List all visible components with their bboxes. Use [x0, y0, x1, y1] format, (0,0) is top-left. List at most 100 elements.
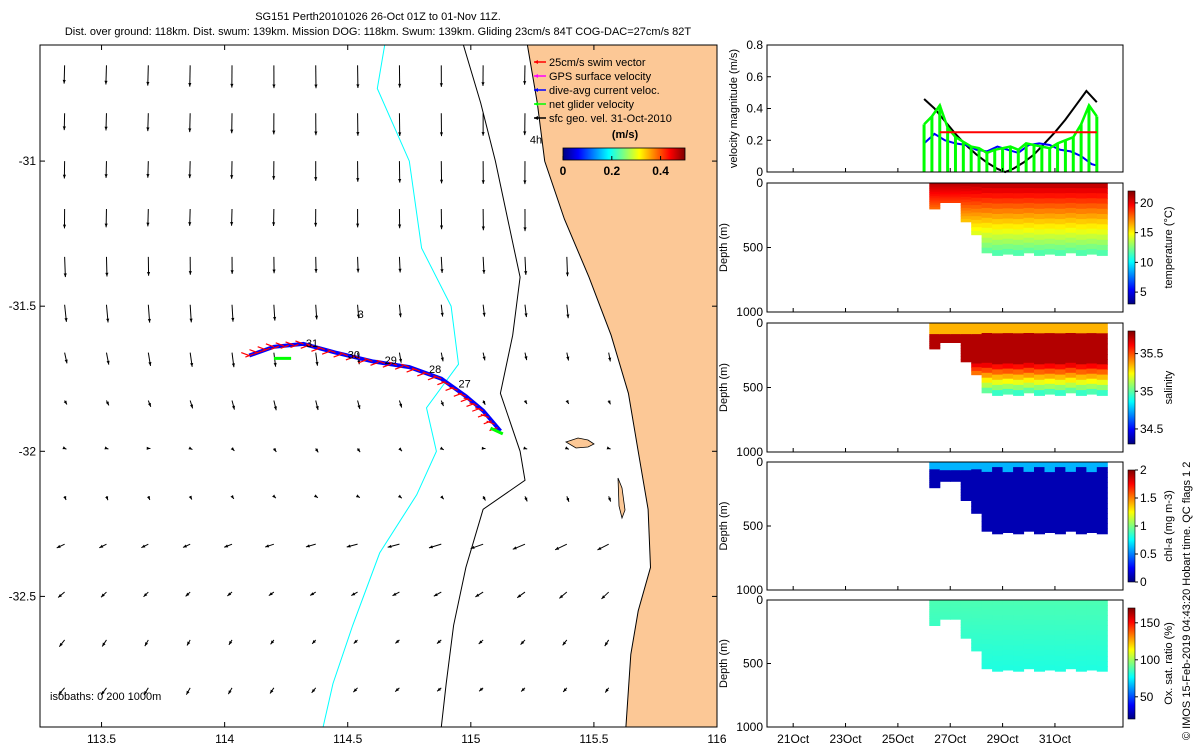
profile-cell	[1044, 188, 1056, 194]
profile-cell	[1054, 328, 1066, 334]
profile-cell	[992, 183, 1004, 189]
current-vector-head	[102, 642, 106, 647]
profile-cell	[950, 187, 962, 190]
profile-cell	[929, 612, 941, 616]
current-vector-head	[395, 639, 400, 644]
profile-cell	[1023, 347, 1035, 354]
colorbar-tick-label: 0.5	[1140, 547, 1157, 561]
profile-cell	[1013, 328, 1025, 334]
profile-cell	[939, 468, 951, 471]
profile-cell	[1065, 333, 1077, 339]
profile-cell	[1002, 620, 1014, 626]
profile-cell	[1023, 600, 1035, 606]
current-vector-head	[398, 83, 402, 88]
speed-colorbar: (m/s) 0 0.2 0.4	[560, 129, 686, 178]
profile-cell	[971, 352, 983, 357]
profile-cell	[1023, 629, 1035, 635]
profile-cell	[1096, 348, 1108, 355]
swim-vector	[457, 392, 467, 397]
profile-cell	[1002, 358, 1014, 365]
current-vector-head	[564, 446, 569, 450]
profile-cell	[929, 334, 941, 337]
current-vector-head	[268, 592, 273, 596]
profile-cell	[1096, 364, 1108, 371]
current-vector-head	[356, 314, 360, 319]
current-vector-head	[524, 271, 528, 275]
profile-cell	[971, 323, 983, 328]
profile-cell	[950, 335, 962, 338]
profile-cell	[939, 336, 951, 339]
current-vector-head	[105, 272, 109, 277]
profile-cell	[1096, 384, 1108, 391]
profile-cell	[1023, 227, 1035, 234]
profile-cell	[971, 487, 983, 492]
profile-cell	[950, 336, 962, 339]
current-vector-head	[566, 314, 570, 319]
profile-cell	[1044, 629, 1056, 636]
profile-cell	[929, 337, 941, 341]
profile-cell	[950, 616, 962, 619]
current-vector-head	[566, 497, 570, 502]
profile-cell	[950, 471, 962, 474]
profile-cell	[950, 608, 962, 611]
current-vector-head	[230, 494, 234, 499]
profile-cell	[981, 624, 993, 630]
profile-cell	[960, 358, 972, 363]
profile-cell	[1065, 387, 1077, 394]
profile-cell	[1013, 462, 1025, 468]
profile-cell	[981, 352, 993, 359]
profile-cell	[939, 185, 951, 188]
profile-cell	[1044, 348, 1056, 354]
profile-cell	[1013, 214, 1025, 220]
profile-cell	[1034, 528, 1045, 535]
profile-cell	[1054, 600, 1066, 606]
profile-cell	[971, 363, 983, 368]
legend-swatch-head	[534, 88, 538, 92]
profile-cell	[950, 341, 962, 343]
current-vector-head	[607, 497, 611, 502]
profile-cell	[950, 331, 962, 334]
current-vector-head	[314, 315, 319, 320]
current-vector-head	[230, 83, 234, 88]
profile-cell	[1034, 600, 1045, 606]
y-axis-label: Depth (m)	[718, 639, 730, 688]
current-vector-head	[524, 356, 528, 361]
profile-cell	[992, 390, 1004, 396]
profile-cell	[1044, 233, 1056, 240]
profile-cell	[1096, 390, 1108, 396]
profile-cell	[1023, 202, 1035, 209]
profile-cell	[929, 186, 941, 190]
profile-cell	[960, 605, 972, 609]
profile-cell	[1013, 239, 1025, 246]
profile-cell	[1023, 323, 1035, 329]
profile-cell	[1034, 250, 1045, 256]
colorbar-tick-label: 0	[560, 164, 567, 178]
current-vector-head	[351, 592, 356, 596]
day-labels: 31 30 29 28 27 3 4h	[306, 135, 542, 391]
current-vector-head	[311, 688, 316, 693]
current-vector-head	[355, 494, 360, 498]
profile-cell	[929, 480, 941, 483]
profile-cell	[1096, 528, 1108, 535]
profile-cell	[1002, 228, 1014, 235]
current-vector-head	[187, 641, 191, 646]
profile-cell	[1034, 224, 1045, 231]
profile-cell	[1034, 523, 1045, 530]
profile-cell	[1096, 229, 1108, 236]
colorbar-tick-label: 15	[1140, 226, 1154, 240]
profile-cell	[939, 187, 951, 190]
current-vector-head	[479, 687, 483, 692]
profile-cell	[1054, 239, 1066, 246]
profile-cell	[1023, 491, 1035, 498]
profile-cell	[1034, 208, 1045, 215]
current-vector-head	[399, 358, 403, 363]
profile-cell	[1054, 645, 1066, 652]
profile-cell	[971, 216, 983, 221]
y-tick-label: 1000	[736, 445, 763, 459]
profile-cell	[1086, 472, 1098, 478]
profile-cell	[1034, 244, 1045, 251]
profile-cell	[1086, 323, 1098, 329]
profile-cell	[939, 201, 951, 203]
profile-cell	[1054, 487, 1066, 494]
profile-cell	[1034, 620, 1045, 626]
